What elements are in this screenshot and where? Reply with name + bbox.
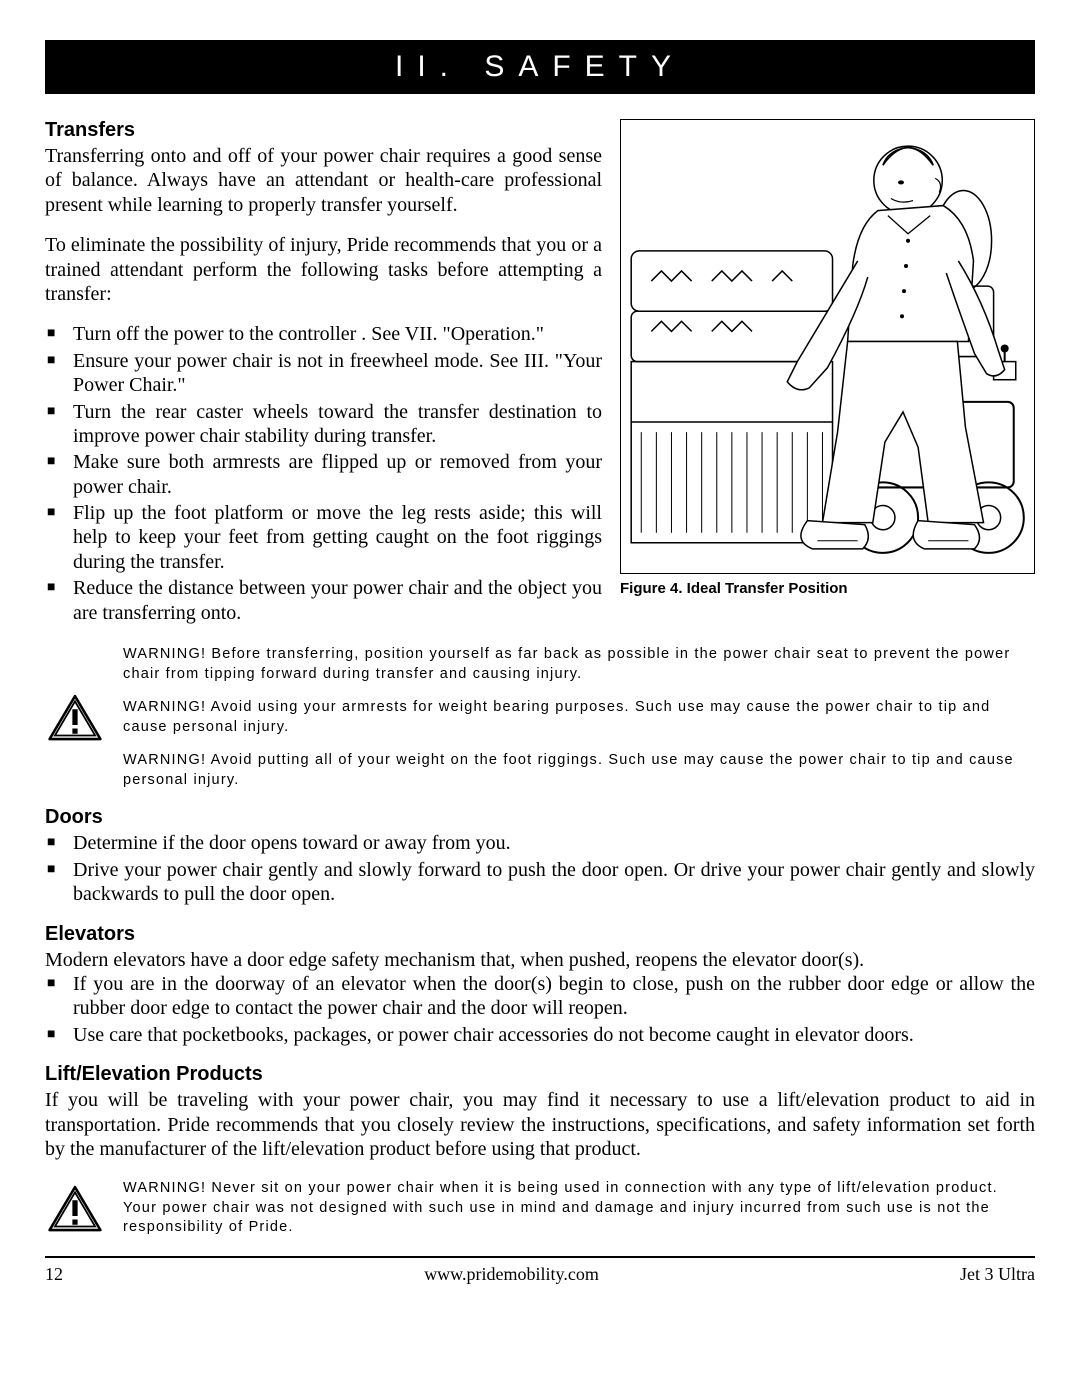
- page-number: 12: [45, 1264, 63, 1285]
- transfers-section: Transfers Transferring onto and off of y…: [45, 119, 1035, 627]
- list-item: Turn off the power to the controller . S…: [45, 322, 602, 346]
- warning-block-2: WARNING! Never sit on your power chair w…: [45, 1179, 1035, 1238]
- list-item: Determine if the door opens toward or aw…: [45, 831, 1035, 855]
- lift-heading: Lift/Elevation Products: [45, 1063, 1035, 1086]
- list-item: Use care that pocketbooks, packages, or …: [45, 1023, 1035, 1047]
- lift-paragraph: If you will be traveling with your power…: [45, 1088, 1035, 1161]
- list-item: Reduce the distance between your power c…: [45, 576, 602, 625]
- warning-text: WARNING! Avoid putting all of your weigh…: [123, 751, 1035, 790]
- doors-bullet-list: Determine if the door opens toward or aw…: [45, 831, 1035, 906]
- transfers-text-column: Transfers Transferring onto and off of y…: [45, 119, 602, 627]
- transfers-paragraph-2: To eliminate the possibility of injury, …: [45, 233, 602, 306]
- warning-texts-1: WARNING! Before transferring, position y…: [123, 645, 1035, 790]
- transfers-figure-column: Figure 4. Ideal Transfer Position: [620, 119, 1035, 627]
- warning-triangle-icon: [45, 693, 105, 743]
- transfers-bullet-list: Turn off the power to the controller . S…: [45, 322, 602, 625]
- list-item: Flip up the foot platform or move the le…: [45, 501, 602, 574]
- lift-section: Lift/Elevation Products If you will be t…: [45, 1063, 1035, 1161]
- list-item: If you are in the doorway of an elevator…: [45, 972, 1035, 1021]
- figure-4-illustration: [620, 119, 1035, 574]
- elevators-heading: Elevators: [45, 923, 1035, 946]
- warning-text: WARNING! Never sit on your power chair w…: [123, 1179, 1035, 1238]
- list-item: Make sure both armrests are flipped up o…: [45, 450, 602, 499]
- elevators-bullet-list: If you are in the doorway of an elevator…: [45, 972, 1035, 1047]
- warning-text: WARNING! Avoid using your armrests for w…: [123, 698, 1035, 737]
- list-item: Drive your power chair gently and slowly…: [45, 858, 1035, 907]
- list-item: Turn the rear caster wheels toward the t…: [45, 400, 602, 449]
- doors-section: Doors Determine if the door opens toward…: [45, 806, 1035, 906]
- warning-text: WARNING! Before transferring, position y…: [123, 645, 1035, 684]
- doors-heading: Doors: [45, 806, 1035, 829]
- list-item: Ensure your power chair is not in freewh…: [45, 349, 602, 398]
- figure-4-caption: Figure 4. Ideal Transfer Position: [620, 580, 1035, 597]
- warning-texts-2: WARNING! Never sit on your power chair w…: [123, 1179, 1035, 1238]
- transfers-paragraph-1: Transferring onto and off of your power …: [45, 144, 602, 217]
- transfer-position-icon: [621, 120, 1034, 573]
- warning-triangle-icon: [45, 1184, 105, 1234]
- footer-url: www.pridemobility.com: [63, 1264, 960, 1285]
- warning-block-1: WARNING! Before transferring, position y…: [45, 645, 1035, 790]
- page-footer: 12 www.pridemobility.com Jet 3 Ultra: [45, 1256, 1035, 1285]
- section-header: II. SAFETY: [45, 40, 1035, 94]
- footer-product: Jet 3 Ultra: [960, 1264, 1035, 1285]
- elevators-section: Elevators Modern elevators have a door e…: [45, 923, 1035, 1048]
- elevators-paragraph: Modern elevators have a door edge safety…: [45, 948, 1035, 972]
- transfers-heading: Transfers: [45, 119, 602, 142]
